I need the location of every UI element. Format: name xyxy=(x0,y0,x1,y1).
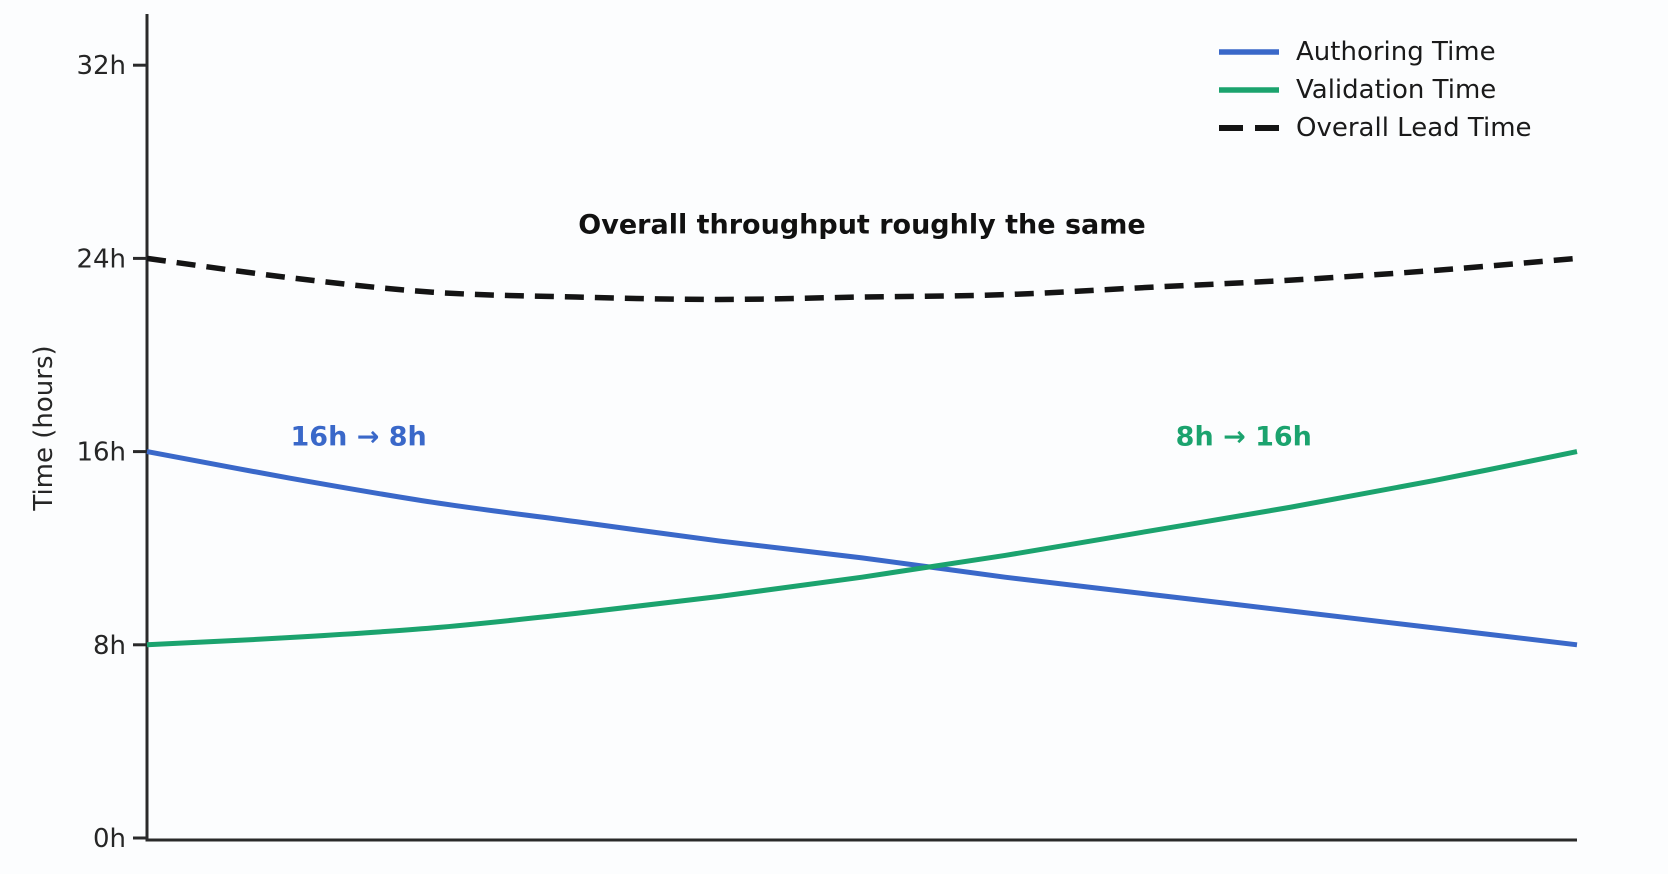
legend-item-overall: Overall Lead Time xyxy=(1218,109,1532,147)
y-axis-title: Time (hours) xyxy=(29,345,59,511)
y-tick-label: 0h xyxy=(93,824,126,854)
legend-item-validation: Validation Time xyxy=(1218,71,1532,109)
annotation-overall-throughput: Overall throughput roughly the same xyxy=(578,209,1146,241)
annotation-validation-change: 8h → 16h xyxy=(1175,421,1312,453)
y-tick-label: 16h xyxy=(76,438,126,468)
series-line-0 xyxy=(146,449,1578,648)
series-line-2 xyxy=(146,255,1578,303)
legend-line-authoring-icon xyxy=(1219,49,1279,55)
y-tick-label: 8h xyxy=(93,631,126,661)
y-tick-label: 24h xyxy=(76,244,126,274)
legend-item-authoring: Authoring Time xyxy=(1218,33,1532,71)
y-tick-label: 32h xyxy=(76,51,126,81)
legend-line-overall-icon xyxy=(1219,125,1279,131)
series-line-1 xyxy=(146,449,1578,648)
legend: Authoring Time Validation Time Overall L… xyxy=(1218,33,1532,147)
legend-label-authoring: Authoring Time xyxy=(1296,37,1496,67)
y-axis-ticks: 0h 8h 16h 24h 32h xyxy=(76,51,146,854)
legend-label-validation: Validation Time xyxy=(1296,75,1497,105)
legend-line-validation-icon xyxy=(1219,87,1279,93)
series-lines xyxy=(146,255,1578,648)
annotation-authoring-change: 16h → 8h xyxy=(290,421,427,453)
legend-label-overall: Overall Lead Time xyxy=(1296,113,1532,143)
